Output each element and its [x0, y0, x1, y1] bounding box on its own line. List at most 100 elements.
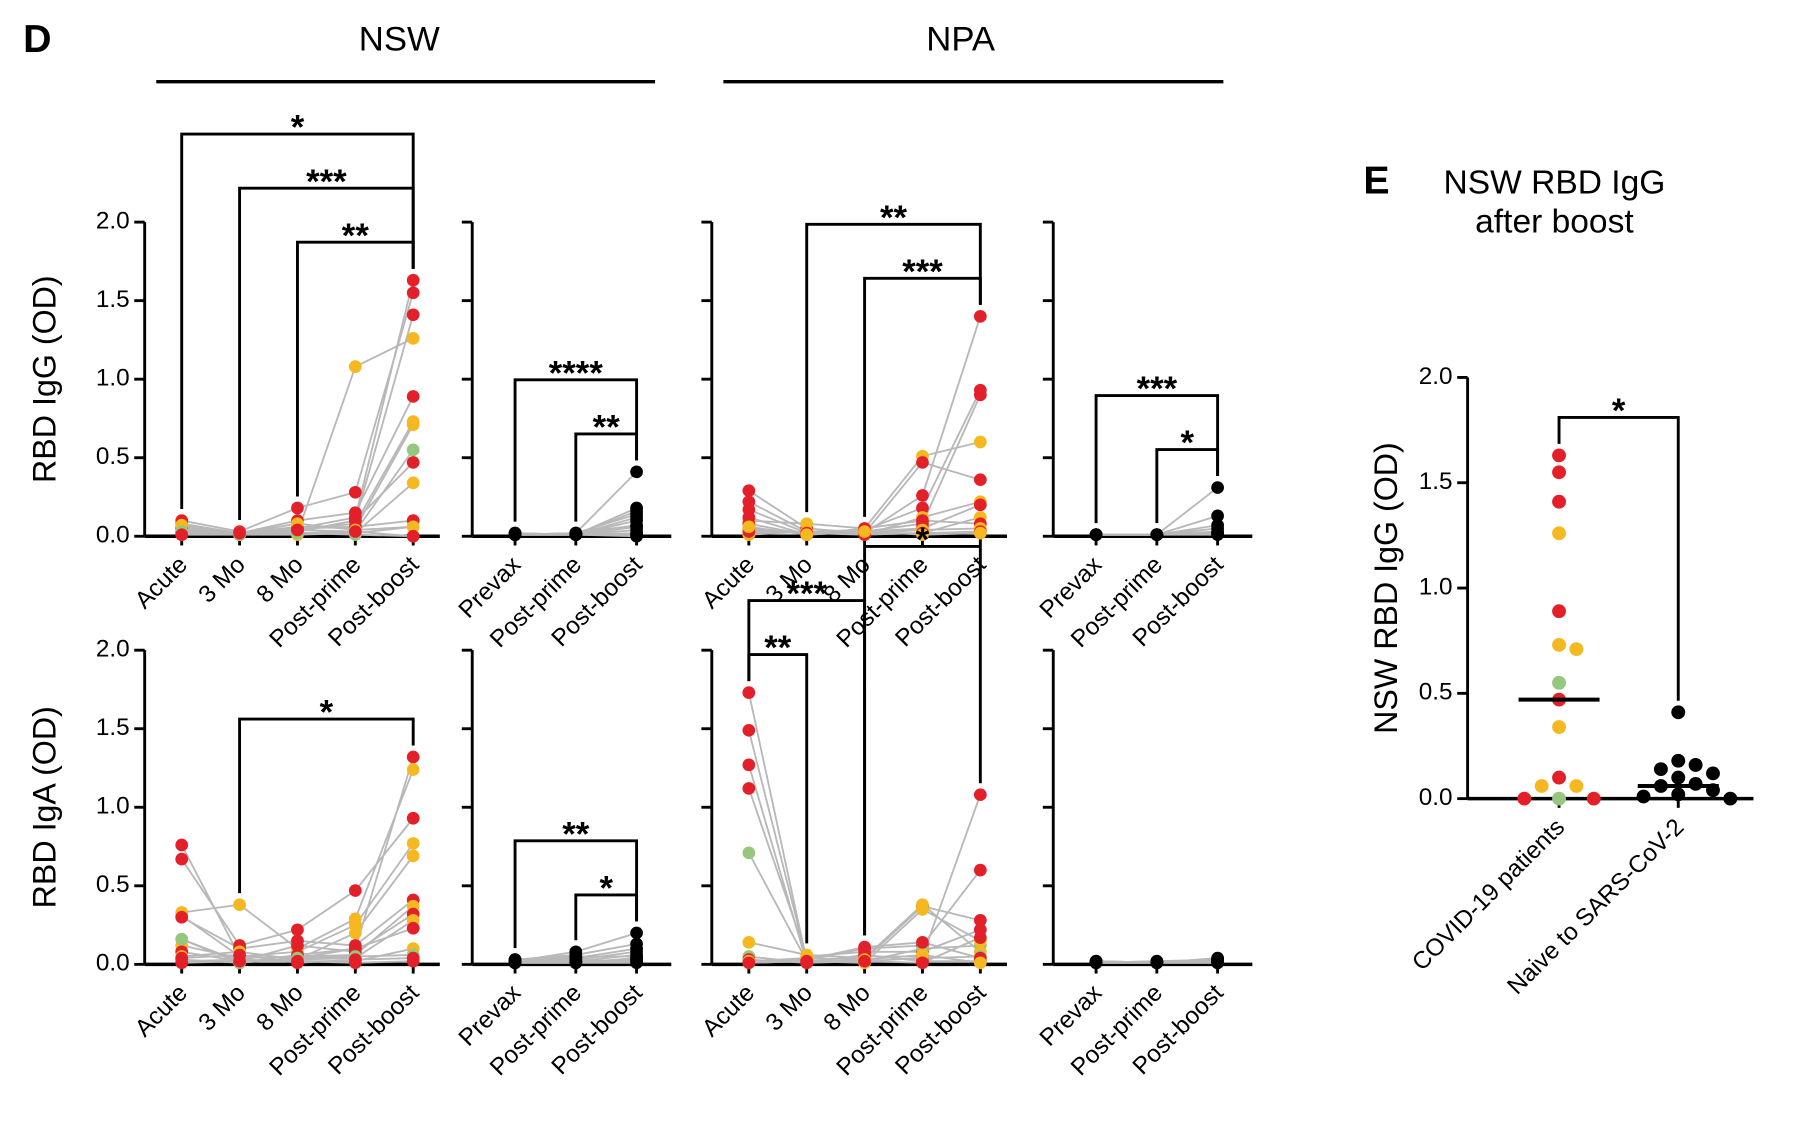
data-point — [175, 528, 189, 542]
data-point — [406, 273, 420, 287]
significance-bracket — [747, 653, 809, 944]
data-point — [406, 332, 420, 345]
data-point — [973, 914, 987, 927]
significance-label: * — [1612, 392, 1626, 430]
data-point — [348, 956, 362, 970]
data-point — [291, 939, 304, 952]
data-point — [406, 921, 420, 935]
data-point — [175, 956, 189, 970]
data-point — [569, 528, 583, 542]
data-point — [858, 954, 871, 968]
significance-bracket — [805, 222, 982, 513]
data-point — [1569, 779, 1584, 793]
data-point — [630, 465, 643, 479]
y-tick-label: 0.5 — [96, 871, 130, 898]
data-point — [1671, 770, 1686, 785]
significance-label: ** — [593, 409, 621, 447]
significance-label: ** — [880, 199, 908, 237]
data-point — [1671, 753, 1686, 768]
data-point — [916, 514, 929, 527]
data-point — [630, 956, 643, 970]
data-point — [973, 435, 987, 449]
data-point — [742, 758, 756, 772]
y-tick-label: 2.0 — [96, 636, 130, 663]
data-point — [348, 525, 362, 538]
significance-label: *** — [306, 163, 347, 201]
y-axis-label: RBD IgA (OD) — [26, 706, 62, 908]
y-tick-label: 2.0 — [1419, 363, 1453, 390]
significance-label: *** — [1137, 370, 1178, 408]
significance-bracket — [513, 839, 639, 949]
data-point — [1552, 675, 1566, 690]
group-header: NPA — [926, 21, 996, 59]
data-point — [973, 498, 987, 512]
data-point — [406, 520, 420, 534]
data-point — [1706, 766, 1720, 781]
data-point — [1211, 481, 1224, 494]
data-point — [973, 473, 987, 487]
x-tick-label: Acute — [697, 979, 760, 1042]
x-tick-label: 3 Mo — [761, 979, 818, 1036]
data-point — [406, 954, 420, 968]
data-point — [406, 456, 420, 469]
data-point — [233, 954, 246, 968]
data-point — [1552, 637, 1566, 652]
significance-bracket — [513, 378, 639, 522]
data-point — [1671, 787, 1686, 802]
data-point — [175, 910, 189, 924]
data-point — [406, 308, 420, 322]
data-point — [406, 286, 420, 300]
group-header: NSW — [359, 21, 440, 59]
data-point — [1653, 762, 1668, 777]
data-point — [1552, 720, 1566, 734]
data-point — [1552, 465, 1566, 480]
y-tick-label: 1.0 — [96, 793, 130, 820]
data-point — [973, 863, 987, 877]
data-point — [800, 954, 814, 968]
chart-title: NSW RBD IgG — [1444, 164, 1666, 201]
data-point — [348, 926, 362, 940]
data-point — [1517, 791, 1532, 806]
data-point — [973, 388, 987, 402]
data-point — [348, 884, 362, 897]
data-point — [1089, 528, 1103, 542]
data-point — [973, 788, 987, 802]
y-tick-label: 0.0 — [96, 522, 130, 549]
data-point — [406, 811, 420, 825]
data-point — [742, 723, 756, 737]
panel-letter: D — [23, 17, 51, 61]
data-point — [508, 954, 522, 968]
data-point — [1552, 526, 1566, 541]
data-point — [1211, 956, 1224, 970]
data-point — [742, 846, 756, 860]
data-point — [406, 443, 420, 457]
x-tick-label: Acute — [697, 551, 760, 614]
significance-label: ** — [562, 816, 590, 854]
data-point — [742, 936, 756, 949]
data-point — [1688, 758, 1703, 772]
y-axis-label: RBD IgG (OD) — [26, 275, 62, 483]
data-point — [1552, 604, 1566, 619]
data-point — [406, 476, 420, 490]
data-point — [1569, 642, 1584, 657]
y-tick-label: 0.5 — [1419, 679, 1453, 706]
data-point — [406, 418, 420, 432]
significance-bracket — [1557, 415, 1680, 701]
data-point — [175, 932, 189, 946]
y-tick-label: 0.0 — [1419, 784, 1453, 811]
data-point — [1636, 789, 1651, 804]
data-point — [973, 526, 987, 540]
x-tick-label: 3 Mo — [193, 979, 250, 1036]
significance-label: * — [599, 870, 613, 908]
y-tick-label: 0.5 — [96, 443, 130, 470]
data-point — [1671, 705, 1686, 720]
data-point — [858, 525, 871, 538]
significance-label: * — [320, 694, 334, 732]
x-tick-label: Acute — [130, 979, 193, 1042]
data-point — [630, 529, 643, 543]
significance-bracket — [238, 717, 415, 894]
data-point — [406, 763, 420, 776]
data-point — [916, 501, 929, 515]
data-point — [630, 926, 643, 940]
